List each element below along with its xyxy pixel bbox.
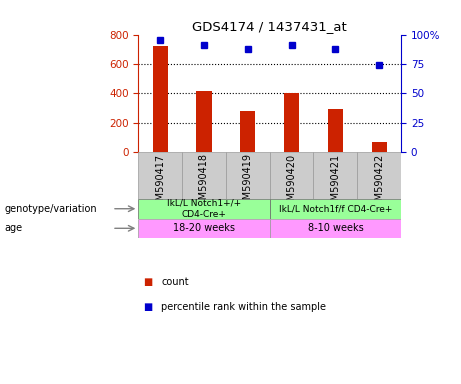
Bar [313,152,357,199]
Text: ■: ■ [143,302,152,312]
Text: GSM590418: GSM590418 [199,153,209,212]
Bar [284,93,299,152]
Bar [196,91,212,152]
Text: 18-20 weeks: 18-20 weeks [173,223,235,233]
Text: genotype/variation: genotype/variation [5,204,97,214]
Bar [270,152,313,199]
Bar [357,152,401,199]
Text: GSM590420: GSM590420 [287,153,296,212]
Text: IkL/L Notch1+/+
CD4-Cre+: IkL/L Notch1+/+ CD4-Cre+ [167,199,241,219]
Bar [328,109,343,152]
Bar [240,111,255,152]
Bar [270,218,401,238]
Text: count: count [161,277,189,287]
Bar [138,152,182,199]
Bar [138,218,270,238]
Bar [153,46,168,152]
Bar [182,152,226,199]
Text: GSM590421: GSM590421 [331,153,340,212]
Bar [138,199,270,218]
Bar [270,199,401,218]
Text: GSM590419: GSM590419 [243,153,253,212]
Bar [226,152,270,199]
Bar [372,142,387,152]
Title: GDS4174 / 1437431_at: GDS4174 / 1437431_at [192,20,347,33]
Text: 8-10 weeks: 8-10 weeks [307,223,363,233]
Text: ■: ■ [143,277,152,287]
Text: percentile rank within the sample: percentile rank within the sample [161,302,326,312]
Text: GSM590422: GSM590422 [374,153,384,213]
Text: GSM590417: GSM590417 [155,153,165,212]
Text: age: age [5,223,23,233]
Text: IkL/L Notch1f/f CD4-Cre+: IkL/L Notch1f/f CD4-Cre+ [279,204,392,213]
